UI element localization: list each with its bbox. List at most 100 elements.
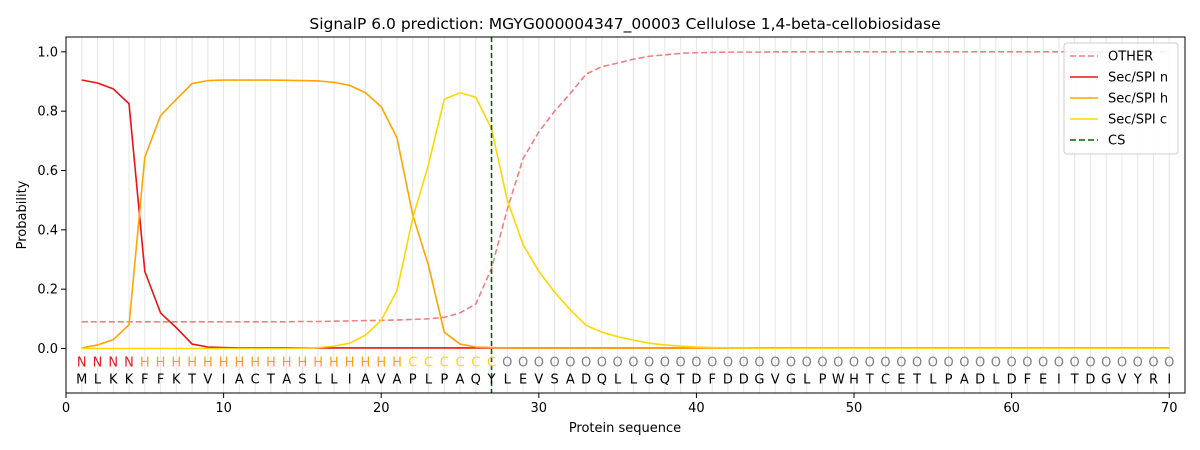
- region-label: H: [140, 356, 150, 371]
- x-tick-label: 0: [62, 401, 70, 416]
- region-label: O: [833, 356, 843, 371]
- region-label: H: [219, 356, 229, 371]
- residue-label: T: [676, 373, 685, 388]
- region-label: O: [644, 356, 654, 371]
- residue-label: D: [581, 373, 591, 388]
- sequence-track: NMNLNKNKHFHFHKHTHVHIHAHCHTHAHSHLHLHIHAHV…: [76, 356, 1174, 388]
- residue-label: F: [157, 373, 164, 388]
- region-label: O: [880, 356, 890, 371]
- region-label: O: [754, 356, 764, 371]
- region-label: H: [361, 356, 371, 371]
- residue-label: P: [440, 373, 448, 388]
- residue-label: L: [330, 373, 338, 388]
- residue-label: S: [550, 373, 558, 388]
- residue-label: T: [1070, 373, 1079, 388]
- region-label: O: [613, 356, 623, 371]
- residue-label: W: [832, 373, 845, 388]
- x-axis-ticks: 0 10 20 30 40 50 60 70: [62, 393, 1178, 416]
- region-label: O: [912, 356, 922, 371]
- region-label: O: [959, 356, 969, 371]
- residue-label: F: [1024, 373, 1031, 388]
- residue-label: G: [644, 373, 654, 388]
- residue-label: F: [708, 373, 715, 388]
- region-label: H: [266, 356, 276, 371]
- residue-label: G: [1101, 373, 1111, 388]
- y-tick-label: 0.2: [37, 283, 58, 298]
- residue-label: Y: [487, 373, 496, 388]
- residue-label: G: [754, 373, 764, 388]
- region-label: H: [171, 356, 181, 371]
- x-tick-label: 10: [215, 401, 232, 416]
- residue-label: C: [881, 373, 890, 388]
- series-line-3: [81, 91, 1170, 350]
- region-label: H: [329, 356, 339, 371]
- region-label: O: [1054, 356, 1064, 371]
- region-label: H: [187, 356, 197, 371]
- region-label: O: [581, 356, 591, 371]
- residue-label: P: [945, 373, 953, 388]
- residue-label: L: [94, 373, 102, 388]
- plot-lines: [81, 37, 1170, 393]
- legend-label: CS: [1108, 134, 1125, 149]
- region-label: O: [849, 356, 859, 371]
- residue-label: Q: [660, 373, 670, 388]
- residue-label: K: [109, 373, 118, 388]
- residue-label: S: [298, 373, 306, 388]
- residue-label: Q: [471, 373, 481, 388]
- region-label: O: [549, 356, 559, 371]
- region-label: H: [282, 356, 292, 371]
- region-label: O: [1164, 356, 1174, 371]
- residue-label: G: [786, 373, 796, 388]
- plot-frame: [65, 36, 1186, 394]
- x-tick-label: 30: [531, 401, 548, 416]
- region-label: O: [786, 356, 796, 371]
- residue-label: E: [897, 373, 905, 388]
- region-label: O: [943, 356, 953, 371]
- y-tick-label: 0.8: [37, 105, 58, 120]
- residue-label: M: [76, 373, 87, 388]
- region-label: O: [1085, 356, 1095, 371]
- region-label: H: [234, 356, 244, 371]
- region-label: N: [77, 356, 87, 371]
- region-label: O: [975, 356, 985, 371]
- region-label: O: [1038, 356, 1048, 371]
- y-axis-label: Probability: [15, 180, 30, 249]
- series-line-0: [81, 51, 1170, 323]
- region-label: H: [156, 356, 166, 371]
- region-label: O: [1117, 356, 1127, 371]
- region-label: O: [817, 356, 827, 371]
- residue-label: I: [348, 373, 352, 388]
- residue-label: E: [519, 373, 527, 388]
- region-label: H: [313, 356, 323, 371]
- residue-label: L: [630, 373, 638, 388]
- residue-label: I: [222, 373, 226, 388]
- region-label: C: [455, 356, 464, 371]
- residue-label: L: [425, 373, 433, 388]
- vertical-grid: [81, 37, 1170, 393]
- region-label: C: [408, 356, 417, 371]
- region-label: N: [108, 356, 118, 371]
- y-axis-ticks: 0.0 0.2 0.4 0.6 0.8 1.0: [37, 45, 66, 357]
- region-label: H: [392, 356, 402, 371]
- residue-label: L: [992, 373, 1000, 388]
- y-tick-label: 0.6: [37, 164, 58, 179]
- region-label: O: [739, 356, 749, 371]
- residue-label: V: [771, 373, 780, 388]
- region-label: O: [565, 356, 575, 371]
- residue-label: A: [282, 373, 291, 388]
- residue-label: A: [361, 373, 370, 388]
- residue-label: T: [865, 373, 874, 388]
- residue-label: L: [803, 373, 811, 388]
- residue-label: K: [125, 373, 134, 388]
- region-label: O: [1101, 356, 1111, 371]
- region-label: O: [534, 356, 544, 371]
- region-label: O: [928, 356, 938, 371]
- region-label: O: [597, 356, 607, 371]
- region-label: O: [802, 356, 812, 371]
- series-line-1: [81, 79, 1170, 349]
- region-label: O: [896, 356, 906, 371]
- residue-label: V: [1118, 373, 1127, 388]
- residue-label: R: [1149, 373, 1158, 388]
- region-label: C: [487, 356, 496, 371]
